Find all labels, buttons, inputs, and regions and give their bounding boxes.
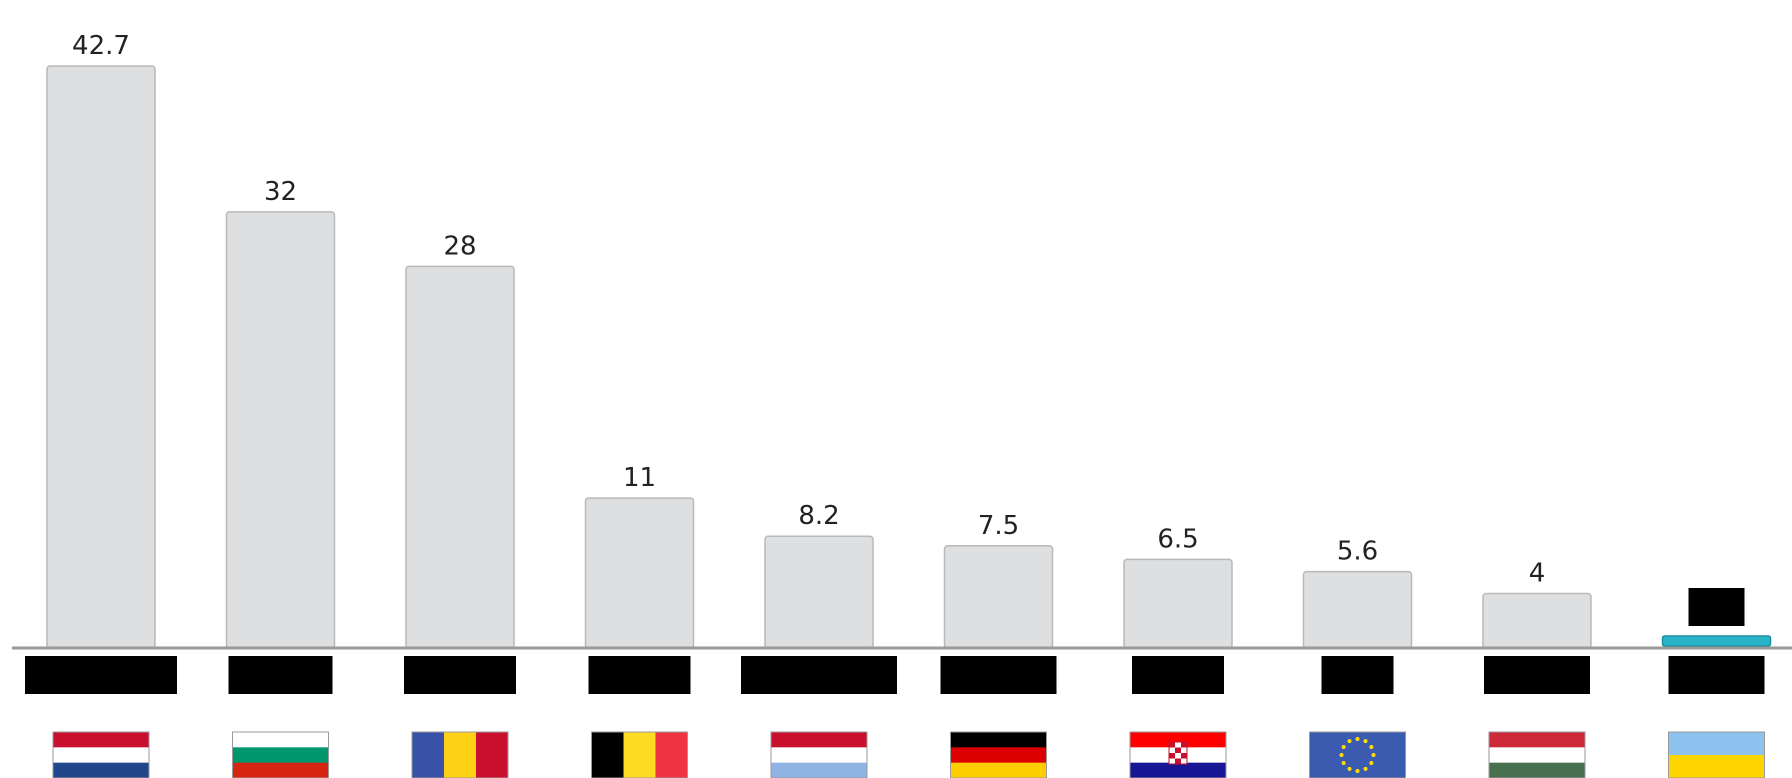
data-label: 8.2 (798, 501, 839, 531)
category-label-redacted (25, 656, 177, 694)
bar-highlighted (1661, 635, 1772, 647)
bar (584, 497, 695, 649)
data-label: 6.5 (1157, 524, 1198, 554)
category-label-redacted (588, 656, 691, 694)
eu-flag (1309, 731, 1406, 778)
data-label: 7.5 (978, 511, 1019, 541)
bar (1123, 558, 1233, 649)
category-label-redacted (404, 656, 516, 694)
category-label-redacted (1668, 656, 1765, 694)
bar (46, 65, 156, 649)
bar (225, 211, 336, 649)
germany-flag (950, 731, 1047, 778)
category-label-redacted (228, 656, 333, 694)
category-label-redacted (741, 656, 897, 694)
data-label: 32 (264, 177, 297, 207)
category-label-redacted (1484, 656, 1590, 694)
category-label-redacted (1321, 656, 1394, 694)
data-label: 11 (623, 463, 656, 493)
bar (1482, 592, 1592, 649)
bar (1302, 570, 1413, 649)
belgium-flag (591, 731, 688, 778)
croatia-flag (1129, 731, 1227, 778)
hungary-flag (1488, 731, 1586, 778)
netherlands-flag (52, 731, 150, 778)
data-label: 28 (443, 231, 476, 261)
data-label: 4 (1529, 558, 1546, 588)
ukraine-flag (1668, 731, 1765, 778)
data-label: 5.6 (1337, 537, 1378, 567)
bulgaria-flag (232, 731, 329, 778)
category-label-redacted (1132, 656, 1224, 694)
data-label: 42.7 (72, 31, 130, 61)
luxembourg-flag (770, 731, 868, 778)
bar (405, 265, 515, 649)
data-label-redacted (1688, 588, 1745, 626)
romania-flag (411, 731, 509, 778)
bar (764, 535, 874, 649)
category-label-redacted (940, 656, 1057, 694)
bar (943, 545, 1054, 649)
